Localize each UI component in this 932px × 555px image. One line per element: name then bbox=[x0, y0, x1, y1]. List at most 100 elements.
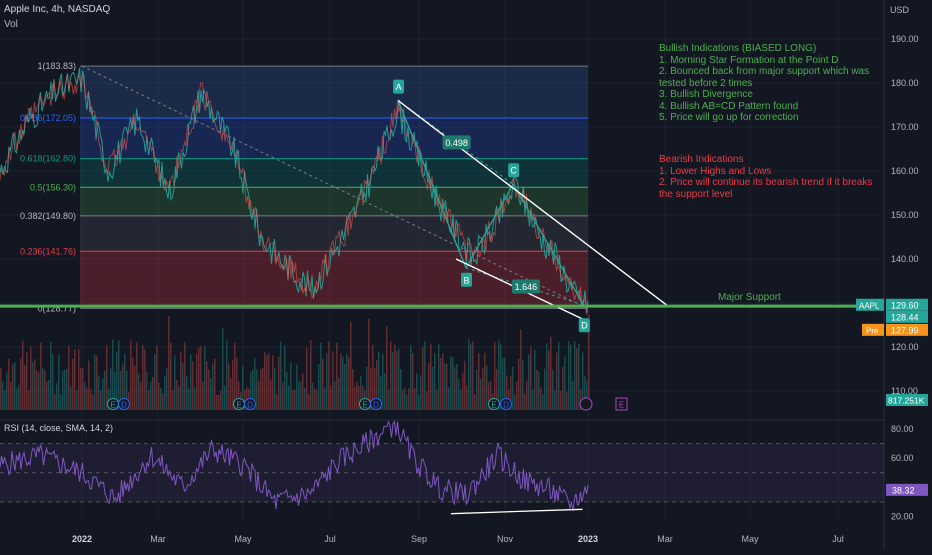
volume-bar bbox=[302, 373, 304, 410]
volume-bar bbox=[74, 349, 76, 410]
volume-bar bbox=[276, 394, 278, 410]
volume-bar bbox=[56, 383, 58, 410]
volume-bar bbox=[384, 373, 386, 410]
volume-bar bbox=[24, 364, 26, 410]
volume-bar bbox=[132, 357, 134, 410]
price-tag-label: Pre bbox=[866, 326, 879, 335]
volume-bar bbox=[428, 363, 430, 410]
split-icon bbox=[579, 397, 593, 411]
volume-bar bbox=[426, 391, 428, 410]
y-tick-label: 180.00 bbox=[891, 78, 919, 88]
fib-level-label: 0.786(172.05) bbox=[20, 113, 76, 123]
volume-bar bbox=[440, 357, 442, 410]
fib-level-label: 0.382(149.80) bbox=[20, 211, 76, 221]
volume-bar bbox=[472, 341, 474, 410]
volume-bar bbox=[400, 369, 402, 410]
volume-bar bbox=[304, 387, 306, 410]
volume-bar bbox=[154, 354, 156, 410]
volume-bar bbox=[430, 344, 432, 410]
volume-bar bbox=[562, 366, 564, 410]
volume-bar bbox=[254, 358, 256, 410]
volume-bar bbox=[228, 363, 230, 410]
volume-bar bbox=[106, 345, 108, 410]
volume-bar bbox=[130, 340, 132, 410]
volume-bar bbox=[550, 336, 552, 410]
volume-bar bbox=[574, 341, 576, 410]
volume-bar bbox=[58, 354, 60, 410]
pattern-point-marker bbox=[508, 163, 520, 178]
volume-bar bbox=[8, 358, 10, 410]
volume-bar bbox=[322, 358, 324, 410]
volume-bar bbox=[556, 352, 558, 410]
volume-bar bbox=[188, 388, 190, 410]
volume-bar bbox=[0, 368, 2, 410]
volume-bar bbox=[84, 382, 86, 410]
volume-bar bbox=[114, 372, 116, 410]
volume-bar bbox=[306, 347, 308, 410]
volume-bar bbox=[326, 353, 328, 410]
volume-bar bbox=[236, 357, 238, 410]
volume-bar bbox=[336, 342, 338, 410]
event-marker-label: E bbox=[110, 401, 115, 410]
volume-bar bbox=[250, 372, 252, 410]
volume-bar bbox=[192, 361, 194, 410]
volume-bar bbox=[200, 346, 202, 410]
volume-bar bbox=[538, 371, 540, 410]
volume-bar bbox=[262, 367, 264, 410]
volume-bar bbox=[300, 381, 302, 410]
volume-bar bbox=[544, 368, 546, 410]
volume-bar bbox=[436, 389, 438, 410]
volume-bar bbox=[422, 346, 424, 410]
volume-bar bbox=[334, 381, 336, 410]
volume-bar bbox=[308, 394, 310, 410]
ratio-label: 0.498 bbox=[445, 138, 468, 148]
volume-bar bbox=[134, 365, 136, 410]
volume-bar bbox=[402, 389, 404, 410]
major-support-label: Major Support bbox=[718, 292, 781, 303]
fib-level-label: 0.236(141.76) bbox=[20, 246, 76, 256]
volume-bar bbox=[354, 386, 356, 410]
volume-bar bbox=[496, 368, 498, 410]
volume-bar bbox=[26, 352, 28, 410]
volume-bar bbox=[110, 367, 112, 410]
volume-bar bbox=[410, 345, 412, 410]
event-marker-label: D bbox=[121, 401, 127, 410]
volume-bar bbox=[548, 350, 550, 410]
fib-band bbox=[80, 215, 588, 252]
volume-bar bbox=[216, 394, 218, 410]
volume-bar bbox=[408, 388, 410, 410]
price-tag-box bbox=[886, 323, 928, 336]
volume-bar bbox=[50, 341, 52, 410]
bullish-annotation: Bullish Indications (BIASED LONG) 1. Morn… bbox=[659, 43, 869, 124]
event-marker-label: E bbox=[362, 401, 367, 410]
volume-bar bbox=[116, 351, 118, 410]
price-tag-value: 128.44 bbox=[891, 312, 919, 322]
volume-bar bbox=[432, 366, 434, 410]
volume-bar bbox=[122, 364, 124, 410]
volume-bar bbox=[38, 372, 40, 410]
volume-bar bbox=[10, 382, 12, 410]
volume-bar bbox=[296, 364, 298, 410]
rsi-tick-label: 60.00 bbox=[891, 453, 914, 463]
volume-bar bbox=[90, 389, 92, 410]
volume-bar bbox=[40, 342, 42, 410]
y-tick-label: 170.00 bbox=[891, 122, 919, 132]
volume-bar bbox=[490, 380, 492, 410]
volume-bar bbox=[12, 364, 14, 410]
annotation-line: 5. Price will go up for correction bbox=[659, 112, 799, 123]
price-tag-value: 127.99 bbox=[891, 325, 919, 335]
volume-bar bbox=[78, 349, 80, 410]
volume-bar bbox=[70, 386, 72, 410]
volume-bar bbox=[452, 356, 454, 410]
volume-bar bbox=[92, 394, 94, 410]
volume-bar bbox=[520, 329, 522, 410]
volume-bar bbox=[290, 362, 292, 410]
rsi-value: 38.32 bbox=[892, 485, 915, 495]
volume-bar bbox=[102, 378, 104, 410]
y-tick-label: 120.00 bbox=[891, 342, 919, 352]
symbol-title[interactable]: Apple Inc, 4h, NASDAQ bbox=[4, 4, 111, 15]
volume-bar bbox=[362, 385, 364, 410]
volume-bar bbox=[536, 369, 538, 410]
annotation-line: 2. Price will continue its bearish trend… bbox=[659, 177, 873, 188]
